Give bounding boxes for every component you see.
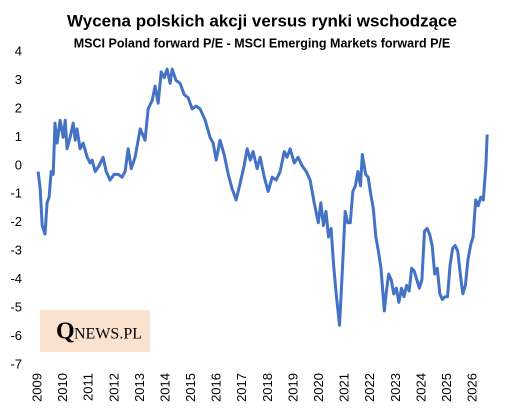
x-tick-label: 2020 [311,373,326,402]
x-tick-label: 2016 [209,373,224,402]
y-tick-label: -1 [10,186,22,201]
x-tick-label: 2025 [439,373,454,402]
x-tick-label: 2010 [55,373,70,402]
x-tick-label: 2011 [81,373,96,401]
logo: Q NEWS.PL [40,310,150,352]
y-tick-label: 4 [15,43,22,58]
y-tick-label: -4 [10,271,22,286]
x-tick-label: 2026 [465,373,480,402]
x-tick-label: 2017 [234,373,249,402]
y-tick-label: 1 [15,129,22,144]
logo-box [40,310,150,352]
y-tick-label: -7 [10,356,22,371]
y-tick-label: -2 [10,214,22,229]
x-tick-label: 2015 [183,373,198,402]
x-tick-label: 2012 [106,373,121,402]
y-tick-label: 2 [15,100,22,115]
x-tick-label: 2009 [30,373,45,402]
x-tick-label: 2024 [413,373,428,402]
y-tick-label: -6 [10,328,22,343]
logo-initial: Q [56,319,75,345]
x-tick-label: 2018 [260,373,275,402]
chart-subtitle: MSCI Poland forward P/E - MSCI Emerging … [74,36,450,50]
x-tick-label: 2021 [337,373,352,402]
x-tick-label: 2023 [388,373,403,402]
x-tick-label: 2013 [132,373,147,402]
x-tick-label: 2019 [285,373,300,402]
x-tick-label: 2014 [157,373,172,402]
logo-text: NEWS.PL [74,326,142,343]
y-tick-label: -3 [10,243,22,258]
y-tick-label: 0 [15,157,22,172]
x-tick-label: 2022 [362,373,377,402]
y-tick-label: -5 [10,300,22,315]
y-tick-label: 3 [15,72,22,87]
data-line [36,67,489,327]
chart-title: Wycena polskich akcji versus rynki wscho… [67,11,457,30]
